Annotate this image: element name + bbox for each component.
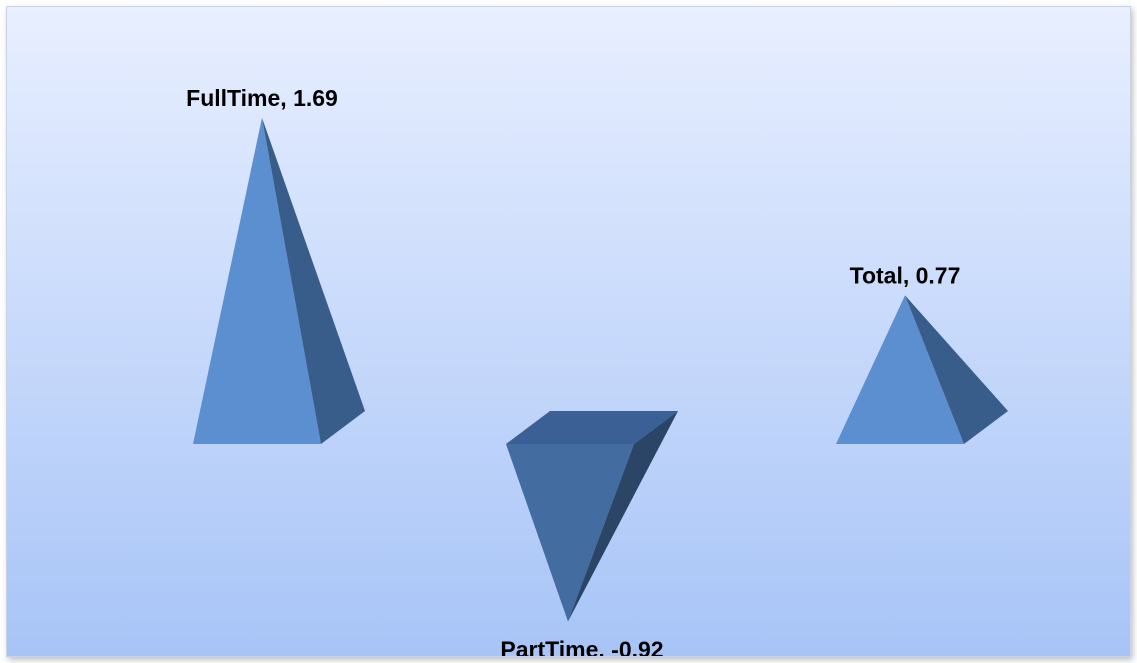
pyramid-front-fulltime bbox=[193, 117, 321, 444]
pyramid-top-parttime bbox=[506, 411, 678, 444]
pyramid-side-total bbox=[905, 295, 1008, 444]
data-label-fulltime: FullTime, 1.69 bbox=[186, 85, 338, 111]
pyramid-front-total bbox=[836, 295, 964, 444]
pyramid-bar-chart: FullTime, 1.69 PartTime, -0.92 Total, 0.77 bbox=[7, 7, 1130, 657]
data-labels: FullTime, 1.69 PartTime, -0.92 Total, 0.77 bbox=[186, 85, 961, 657]
pyramid-front-parttime bbox=[506, 444, 634, 622]
data-label-parttime: PartTime, -0.92 bbox=[500, 637, 663, 657]
data-label-total: Total, 0.77 bbox=[850, 262, 961, 288]
pyramid-side-fulltime bbox=[262, 117, 365, 444]
chart-area: FullTime, 1.69 PartTime, -0.92 Total, 0.77 bbox=[6, 6, 1131, 657]
pyramid-marks bbox=[193, 117, 1008, 622]
